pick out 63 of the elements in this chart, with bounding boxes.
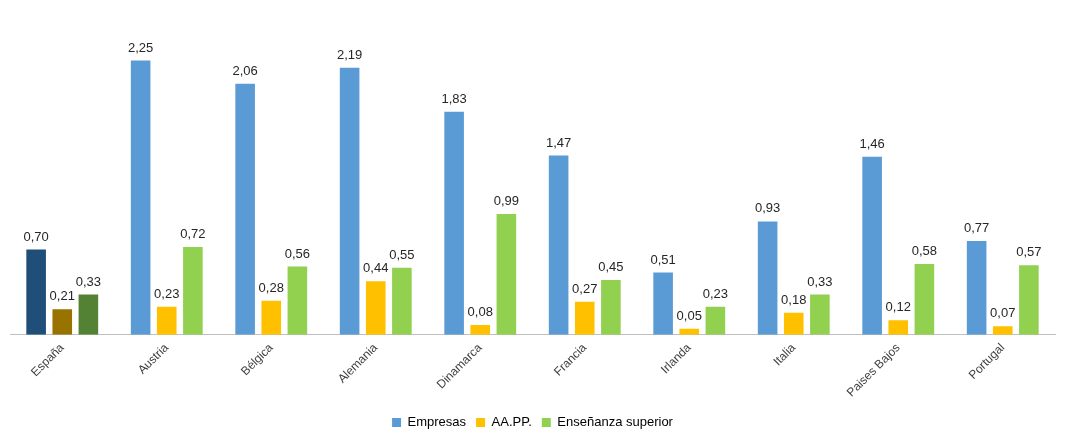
bar xyxy=(966,240,987,335)
data-label: 0,99 xyxy=(493,193,520,209)
legend-label: Empresas xyxy=(407,414,467,430)
data-label: 0,56 xyxy=(284,245,311,261)
bar xyxy=(235,83,255,335)
data-label: 0,21 xyxy=(49,288,75,304)
bar xyxy=(810,294,830,335)
data-label: 0,07 xyxy=(990,305,1016,321)
data-label: 0,08 xyxy=(467,304,493,320)
data-label: 1,46 xyxy=(859,135,885,151)
data-label: 0,51 xyxy=(650,251,676,267)
bar xyxy=(888,320,909,335)
data-label: 1,83 xyxy=(441,90,467,106)
bar xyxy=(992,326,1013,335)
bar xyxy=(392,267,412,335)
bar xyxy=(78,294,99,335)
data-label: 0,45 xyxy=(598,258,624,274)
data-label: 0,57 xyxy=(1016,244,1042,260)
data-label: 0,23 xyxy=(154,285,180,301)
data-label: 0,28 xyxy=(258,279,284,295)
data-label: 0,23 xyxy=(702,285,729,301)
bar xyxy=(365,281,386,335)
bar xyxy=(705,306,726,335)
bar xyxy=(470,325,491,335)
data-label: 1,47 xyxy=(545,134,572,150)
bar xyxy=(287,266,308,335)
legend-label: Enseñanza superior xyxy=(557,414,674,430)
data-label: 0,93 xyxy=(754,200,781,216)
bar xyxy=(574,301,595,335)
data-label: 2,06 xyxy=(232,62,258,78)
bar xyxy=(444,111,464,335)
data-label: 0,33 xyxy=(75,273,102,289)
bar xyxy=(156,306,177,335)
bar xyxy=(914,264,935,335)
bar xyxy=(1019,265,1039,335)
data-label: 0,77 xyxy=(963,219,990,235)
data-label: 0,12 xyxy=(885,299,911,315)
data-label: 0,44 xyxy=(363,260,389,276)
data-label: 0,05 xyxy=(676,307,702,323)
legend-label: AA.PP. xyxy=(491,414,532,430)
bar xyxy=(548,155,569,335)
bar xyxy=(52,309,73,335)
data-label: 2,25 xyxy=(127,39,154,55)
bar xyxy=(601,279,621,335)
bar xyxy=(130,60,151,335)
bar xyxy=(261,300,282,335)
bar xyxy=(653,272,673,335)
data-label: 2,19 xyxy=(336,46,363,62)
data-label: 0,72 xyxy=(180,226,206,242)
data-label: 0,33 xyxy=(807,273,833,289)
data-label: 0,27 xyxy=(572,280,598,296)
data-label: 0,55 xyxy=(389,246,415,262)
bar xyxy=(757,221,778,335)
bar xyxy=(26,249,46,335)
bar xyxy=(339,67,360,335)
bar xyxy=(183,246,203,335)
bar xyxy=(496,214,517,335)
bar xyxy=(783,312,804,335)
data-label: 0,18 xyxy=(781,291,807,307)
data-label: 0,58 xyxy=(911,243,938,259)
x-tick-label: Italia xyxy=(770,340,799,369)
data-label: 0,70 xyxy=(23,228,49,244)
bar xyxy=(862,156,882,335)
